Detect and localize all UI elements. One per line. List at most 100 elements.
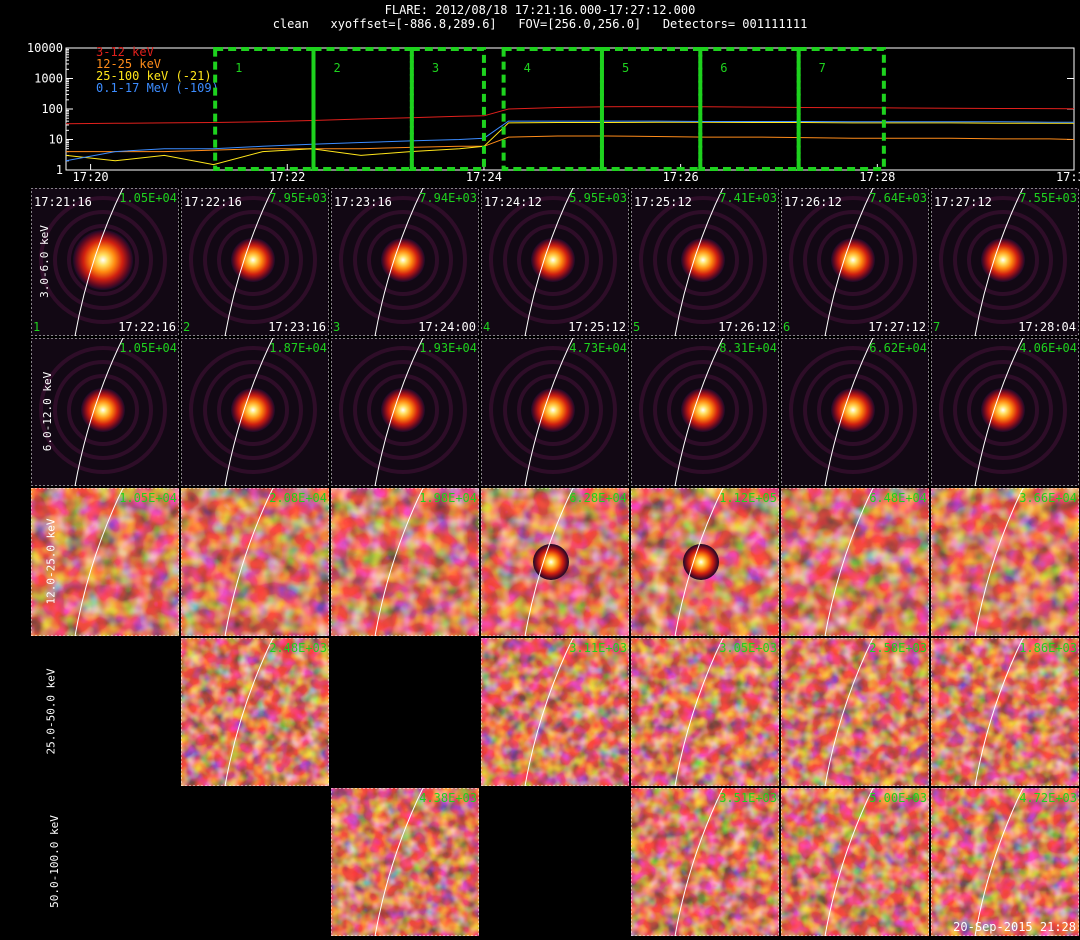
panel-frame	[781, 638, 929, 786]
solar-limb	[824, 188, 874, 336]
sidelobe-ring	[817, 374, 889, 446]
solar-limb	[224, 338, 274, 486]
interval-start: 17:22:16	[184, 195, 242, 209]
peak-value: 2.58E+03	[869, 641, 927, 655]
peak-value: 6.62E+04	[869, 341, 927, 355]
sidelobe-ring	[789, 346, 917, 474]
source-blob	[381, 238, 425, 282]
panel-frame	[931, 338, 1079, 486]
sidelobe-ring	[953, 360, 1053, 460]
energy-band-label: 12.0-25.0 keV	[44, 518, 58, 605]
image-panel: 5.95E+03 17:24:12 17:25:12 4	[481, 188, 629, 336]
sidelobe-ring	[639, 346, 767, 474]
source-blob	[981, 388, 1025, 432]
sidelobe-ring	[353, 210, 453, 310]
solar-limb	[224, 188, 274, 336]
interval-start: 17:21:16	[34, 195, 92, 209]
legend-entry: 3-12 keV	[96, 45, 154, 59]
peak-value: 1.98E+04	[419, 491, 477, 505]
peak-value: 6.28E+04	[569, 491, 627, 505]
panel-frame	[481, 488, 629, 636]
interval-index: 4	[483, 320, 490, 334]
interval-index: 7	[933, 320, 940, 334]
panel-frame	[931, 638, 1079, 786]
source-blob	[531, 238, 575, 282]
sidelobe-ring	[667, 224, 739, 296]
source-blob	[533, 544, 569, 580]
image-panel: 2.08E+04	[181, 488, 329, 636]
panel-frame	[931, 488, 1079, 636]
interval-index: 1	[33, 320, 40, 334]
sidelobe-ring	[817, 224, 889, 296]
noise-map	[481, 638, 629, 786]
image-panel: 1.98E+04	[331, 488, 479, 636]
source-blob	[73, 230, 133, 290]
panel-frame	[481, 338, 629, 486]
panel-frame	[31, 488, 179, 636]
sidelobe-ring	[653, 360, 753, 460]
noise-map	[931, 638, 1079, 786]
interval-index: 2	[183, 320, 190, 334]
image-panel: 4.06E+04	[931, 338, 1079, 486]
noise-map	[31, 488, 179, 636]
panel-frame	[181, 338, 329, 486]
sidelobe-ring	[789, 196, 917, 324]
time-window	[698, 47, 801, 171]
image-panel: 6.62E+04	[781, 338, 929, 486]
panel-frame	[631, 638, 779, 786]
panel-frame	[331, 788, 479, 936]
solar-limb	[524, 188, 574, 336]
peak-value: 1.05E+04	[119, 341, 177, 355]
interval-start: 17:26:12	[784, 195, 842, 209]
panel-frame	[631, 338, 779, 486]
source-blob	[981, 238, 1025, 282]
sidelobe-ring	[217, 374, 289, 446]
solar-limb	[824, 338, 874, 486]
interval-end: 17:27:12	[868, 320, 926, 334]
panel-frame	[631, 788, 779, 936]
series-line	[65, 121, 1074, 166]
peak-value: 1.86E+03	[1019, 641, 1077, 655]
panel-frame	[181, 188, 329, 336]
sidelobe-ring	[953, 210, 1053, 310]
xtick-label: 17:22	[269, 170, 305, 184]
image-panel: 8.31E+04	[631, 338, 779, 486]
series-line	[66, 135, 1075, 153]
peak-value: 4.38E+03	[419, 791, 477, 805]
time-window	[213, 47, 316, 171]
image-panel: 2.58E+03	[781, 638, 929, 786]
imaging-parameters: clean xyoffset=[-886.8,289.6] FOV=[256.0…	[272, 17, 808, 31]
solar-limb	[224, 488, 274, 636]
time-window	[409, 47, 486, 171]
noise-map	[931, 788, 1079, 936]
solar-limb	[674, 488, 724, 636]
peak-value: 3.11E+03	[569, 641, 627, 655]
sidelobe-ring	[367, 374, 439, 446]
peak-value: 3.05E+03	[719, 641, 777, 655]
peak-value: 5.95E+03	[569, 191, 627, 205]
time-window-label: 5	[622, 61, 629, 75]
sidelobe-ring	[639, 196, 767, 324]
source-blob	[81, 388, 125, 432]
peak-value: 7.41E+03	[719, 191, 777, 205]
peak-value: 2.48E+03	[269, 641, 327, 655]
interval-index: 6	[783, 320, 790, 334]
legend-entry: 12-25 keV	[96, 57, 161, 71]
image-panel: 4.73E+04	[481, 338, 629, 486]
solar-limb	[974, 488, 1024, 636]
noise-map	[331, 788, 479, 936]
peak-value: 1.12E+05	[719, 491, 777, 505]
solar-limb	[524, 488, 574, 636]
sidelobe-ring	[939, 346, 1067, 474]
xtick-label: 17:30	[1056, 170, 1080, 184]
panel-frame	[31, 188, 179, 336]
solar-limb	[674, 638, 724, 786]
image-panel: 6.28E+04	[481, 488, 629, 636]
panel-frame	[331, 188, 479, 336]
noise-map	[631, 638, 779, 786]
peak-value: 1.93E+04	[419, 341, 477, 355]
peak-value: 1.05E+04	[119, 491, 177, 505]
panel-frame	[781, 338, 929, 486]
interval-start: 17:24:12	[484, 195, 542, 209]
